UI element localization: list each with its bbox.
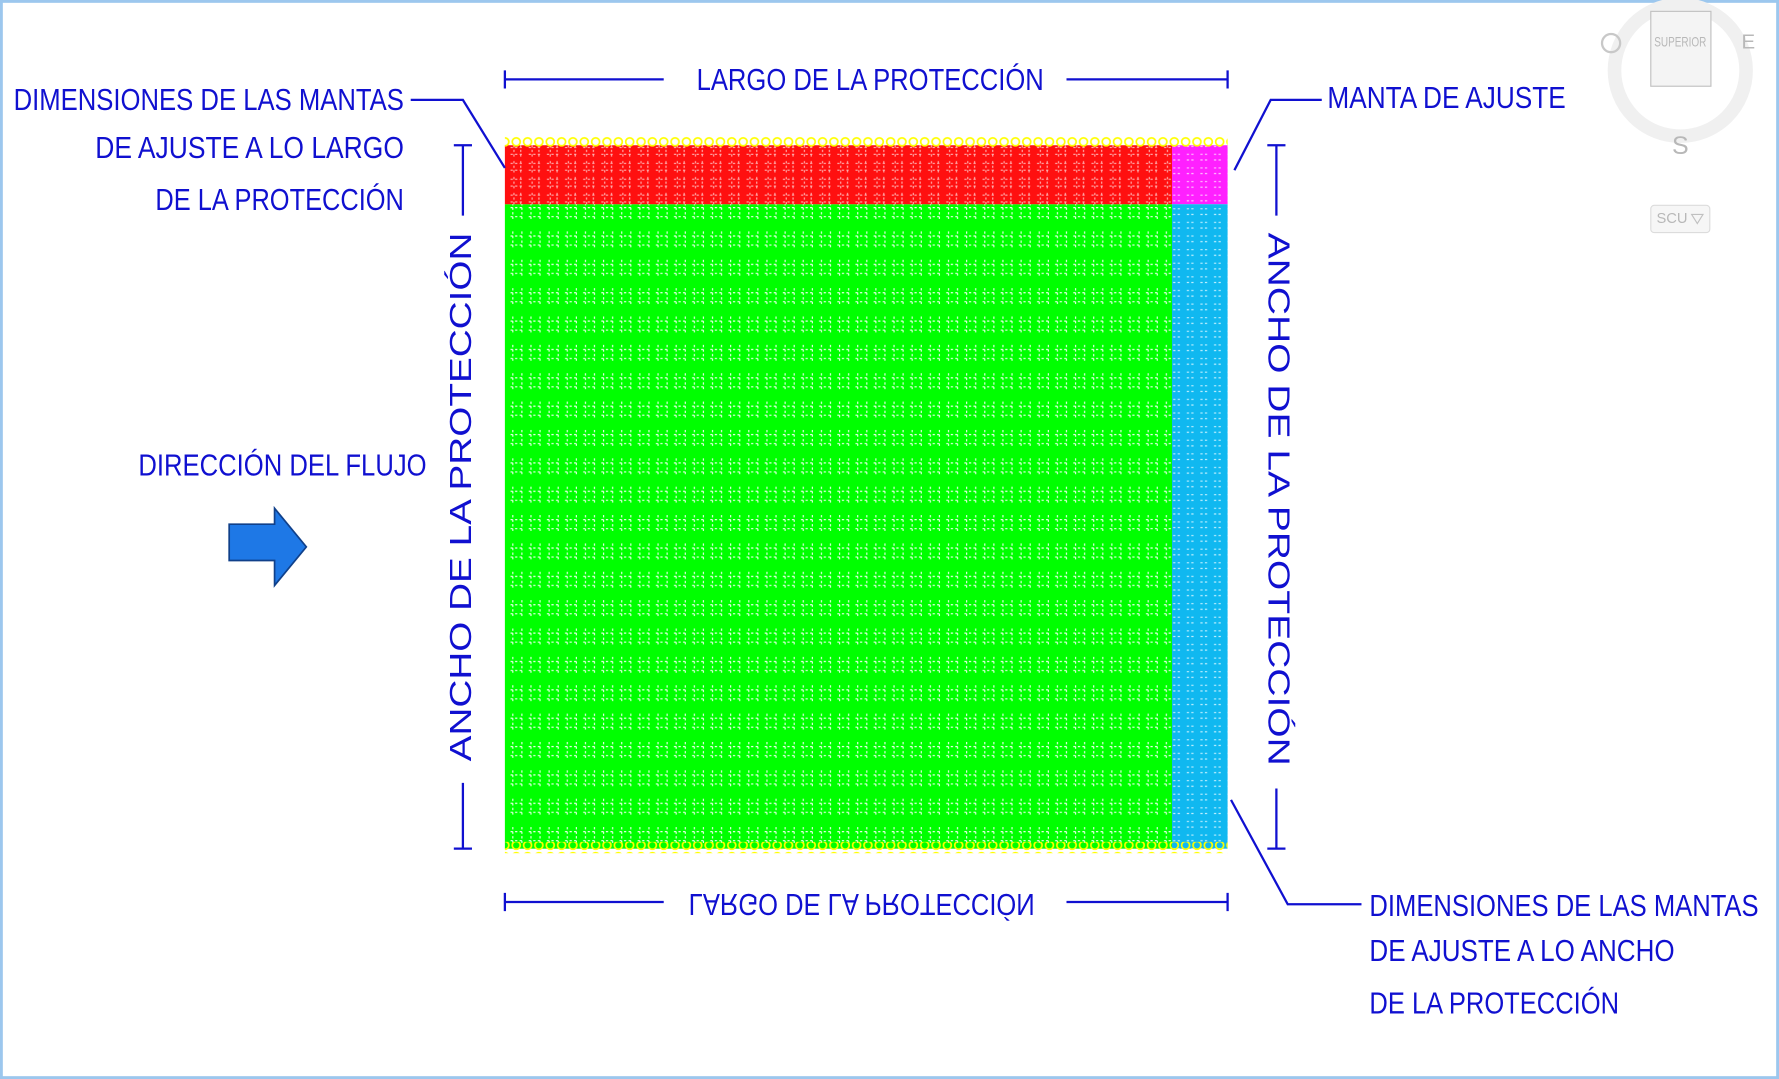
home-icon[interactable] <box>1600 32 1622 54</box>
left-dimension-line <box>453 144 472 850</box>
flow-arrow <box>228 505 308 588</box>
ucs-arrow <box>1690 213 1705 225</box>
dimension-lines <box>410 70 1362 912</box>
adjust-leader <box>1233 98 1322 171</box>
width-note-line: DE AJUSTE A LO ANCHO <box>1369 934 1674 968</box>
adjust-blanket <box>1172 145 1228 205</box>
ucs-menu[interactable] <box>1650 204 1711 234</box>
top-edge <box>504 136 1228 148</box>
length-adjust-blankets <box>504 145 1173 205</box>
compass-ring <box>1607 0 1753 143</box>
width-adjust-blankets <box>1172 204 1228 849</box>
main-blankets <box>504 204 1173 849</box>
top-dimension-label: LARGO DE LA PROTECCIÓN <box>697 62 1044 97</box>
right-dimension-label: ANCHO DE LA PROTECCIÓN <box>1261 233 1296 766</box>
width-note-line: DIMENSIONES DE LAS MANTAS <box>1369 889 1758 923</box>
length-note-line: DE LA PROTECCIÓN <box>155 182 403 217</box>
length-note-line: DE AJUSTE A LO LARGO <box>95 131 404 165</box>
bottom-edge <box>504 841 1228 854</box>
length-note-leader <box>410 98 506 169</box>
ucs-label: SCU <box>1656 211 1687 227</box>
compass-south: S <box>1672 132 1689 160</box>
left-dimension-label: ANCHO DE LA PROTECCIÓN <box>443 233 478 762</box>
compass-east: E <box>1742 32 1756 54</box>
adjust-label: MANTA DE AJUSTE <box>1327 81 1565 115</box>
cube-face-label: SUPERIOR <box>1654 35 1706 50</box>
flow-label: DIRECCIÓN DEL FLUJO <box>138 448 426 483</box>
bottom-dimension-line <box>503 892 1229 912</box>
length-note-line: DIMENSIONES DE LAS MANTAS <box>14 83 404 117</box>
top-dimension-line <box>503 70 1229 89</box>
blanket-grid <box>504 136 1228 854</box>
width-note-leader <box>1230 799 1362 906</box>
width-note-line: DE LA PROTECCIÓN <box>1369 985 1619 1020</box>
cube-face[interactable] <box>1650 10 1712 87</box>
viewcube[interactable]: SUPERIOR S E SCU <box>1600 0 1756 234</box>
bottom-dimension-label: LARGO DE LA PROTECCIÓN <box>689 887 1035 922</box>
right-dimension-line <box>1267 144 1286 850</box>
